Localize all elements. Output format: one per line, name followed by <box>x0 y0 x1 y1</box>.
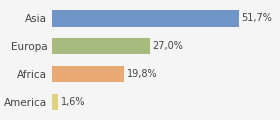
Bar <box>52 66 123 82</box>
Text: 19,8%: 19,8% <box>127 69 157 79</box>
Text: 51,7%: 51,7% <box>242 13 272 23</box>
Bar <box>52 93 58 110</box>
Bar <box>52 10 239 27</box>
Bar <box>52 38 150 54</box>
Text: 27,0%: 27,0% <box>152 41 183 51</box>
Text: 1,6%: 1,6% <box>61 97 85 107</box>
